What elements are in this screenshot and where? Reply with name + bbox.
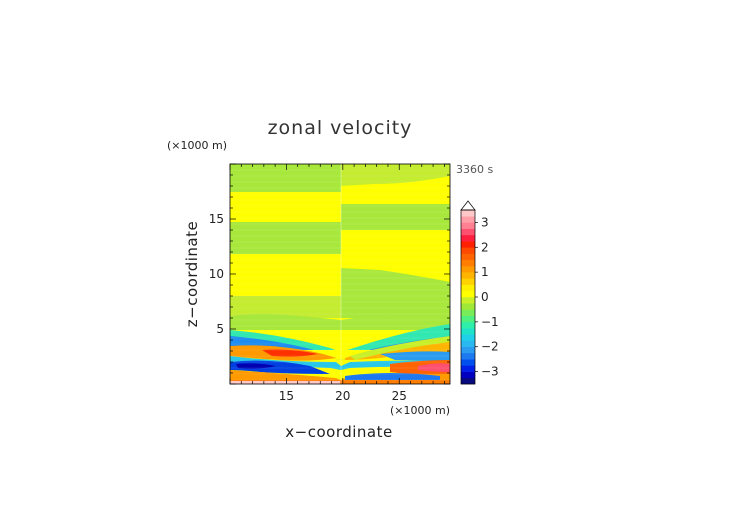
x-tick-label: 20: [335, 389, 350, 403]
jet-red-left: [262, 349, 318, 357]
colorbar-segment: [461, 216, 475, 223]
colorbar-tick-label: 0: [481, 290, 489, 304]
colorbar-segment: [461, 309, 475, 316]
y-tick-label: 5: [216, 322, 224, 336]
colorbar-segment: [461, 234, 475, 242]
chart-title: zonal velocity: [268, 117, 413, 139]
colorbar-segment: [461, 371, 475, 379]
colorbar-segment: [461, 359, 475, 366]
band-left-lower: [230, 296, 341, 318]
colorbar-segment: [461, 284, 475, 292]
colorbar-tick-label: 3: [481, 215, 489, 229]
colorbar-segment: [461, 315, 475, 323]
shear-cyan-upper: [230, 324, 450, 358]
time-label: 3360 s: [456, 163, 493, 176]
colorbar-segment: [461, 334, 475, 341]
band-left-mid: [230, 222, 341, 254]
colorbar-segment: [461, 377, 475, 385]
colorbar-segment: [461, 247, 475, 254]
colorbar-segment: [461, 241, 475, 248]
colorbar-segment: [461, 210, 475, 217]
band-upper-right-mid: [341, 204, 450, 230]
colorbar-segment: [461, 321, 475, 329]
colorbar-segment: [461, 303, 475, 310]
jet-pink-right: [418, 363, 450, 372]
colorbar-segment: [461, 346, 475, 354]
colorbar-tick-label: −3: [481, 365, 499, 379]
colorbar-segment: [461, 290, 475, 298]
plot-area: [230, 164, 450, 384]
colorbar-segment: [461, 259, 475, 267]
jet-blue-bottom-right: [345, 373, 440, 382]
jet-darkblue-left: [236, 363, 276, 369]
colorbar-tick-label: −2: [481, 340, 499, 354]
y-axis: 5 10 15: [209, 163, 450, 385]
colorbar-segment: [461, 297, 475, 304]
x-axis-label: x−coordinate: [285, 423, 392, 441]
x-tick-label: 15: [279, 389, 294, 403]
band-right-lower: [341, 268, 450, 318]
colorbar-segment: [461, 253, 475, 261]
shear-yellow-middle: [230, 344, 450, 360]
y-tick-label: 15: [209, 212, 224, 226]
colorbar-extend-arrow: [460, 200, 476, 211]
jet-lightgreen-right: [350, 336, 450, 360]
x-axis-unit: (×1000 m): [390, 404, 450, 417]
surface-layer-light: [230, 381, 340, 384]
colorbar-segment: [461, 228, 475, 236]
jet-blue-right: [380, 351, 450, 362]
y-tick-label: 10: [209, 267, 224, 281]
colorbar-tick-label: 1: [481, 265, 489, 279]
band-green-5km: [230, 313, 450, 330]
colorbar-segment: [461, 222, 475, 229]
y-axis-label: z−coordinate: [183, 221, 201, 327]
colorbar: 3 2 1 0 −1 −2 −3: [460, 200, 499, 385]
colorbar-segment: [461, 328, 475, 335]
colorbar-segment: [461, 272, 475, 279]
model-level-lines: [230, 169, 450, 381]
band-upper-left-top: [230, 164, 341, 192]
colorbar-tick-label: −1: [481, 315, 499, 329]
band-upper-right-top: [341, 164, 450, 186]
y-axis-unit: (×1000 m): [167, 139, 227, 152]
colorbar-segment: [461, 340, 475, 348]
colorbar-segment: [461, 265, 475, 273]
colorbar-segment: [461, 352, 475, 360]
colorbar-tick-label: 2: [481, 240, 489, 254]
x-tick-label: 25: [392, 389, 407, 403]
x-axis: 15 20 25: [229, 164, 445, 403]
colorbar-segment: [461, 278, 475, 285]
colorbar-segment: [461, 365, 475, 372]
